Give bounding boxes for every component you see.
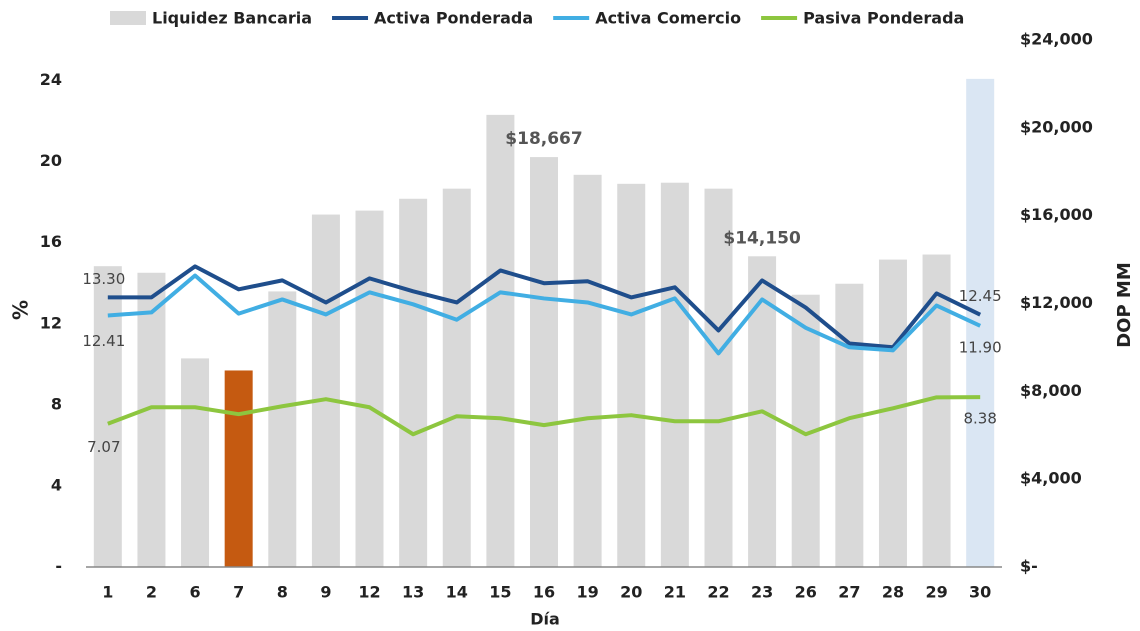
x-tick-label: 16 [533, 583, 555, 602]
bar [224, 370, 253, 567]
y2-tick-label: $24,000 [1020, 30, 1093, 49]
x-tick-label: 19 [576, 583, 598, 602]
x-tick-label: 2 [146, 583, 157, 602]
bar [268, 291, 297, 567]
x-tick-label: 23 [751, 583, 773, 602]
x-tick-label: 21 [664, 583, 686, 602]
line [107, 395, 981, 437]
bar [181, 358, 210, 567]
bar [530, 157, 558, 567]
bar [878, 259, 907, 567]
bar [922, 254, 951, 568]
bar [355, 210, 384, 567]
bar [660, 182, 689, 567]
x-axis-title: Día [530, 610, 560, 629]
y-tick-label: 8 [51, 394, 62, 413]
legend-label: Activa Comercio [595, 9, 741, 28]
y2-tick-label: $4,000 [1020, 469, 1082, 488]
legend-swatch [110, 11, 146, 25]
bar-data-label: $18,667 [505, 129, 582, 149]
x-tick-label: 30 [969, 583, 991, 602]
x-tick-label: 12 [358, 583, 380, 602]
x-tick-label: 9 [320, 583, 331, 602]
legend-label: Pasiva Ponderada [803, 9, 964, 28]
line-data-label: 13.30 [82, 270, 125, 288]
y2-tick-label: $- [1020, 557, 1038, 576]
bar [835, 283, 864, 567]
y-tick-label: - [55, 557, 62, 576]
line [107, 273, 982, 356]
x-tick-label: 20 [620, 583, 642, 602]
bar [573, 174, 602, 568]
x-tick-label: 13 [402, 583, 424, 602]
line-data-label: 7.07 [87, 438, 120, 456]
bar [704, 188, 733, 568]
y2-tick-label: $20,000 [1020, 117, 1093, 136]
legend-label: Liquidez Bancaria [152, 9, 312, 28]
x-tick-label: 27 [838, 583, 860, 602]
bar [137, 272, 166, 567]
y-tick-label: 24 [40, 70, 62, 89]
line-data-label: 12.45 [959, 287, 1002, 305]
line [107, 264, 982, 350]
bar [486, 114, 515, 567]
legend-label: Activa Ponderada [374, 9, 533, 28]
y2-tick-label: $12,000 [1020, 293, 1093, 312]
y2-tick-label: $8,000 [1020, 381, 1082, 400]
bar-data-label: $14,150 [723, 228, 801, 248]
y-tick-label: 20 [40, 151, 62, 170]
x-tick-label: 8 [277, 583, 288, 602]
x-tick-label: 15 [489, 583, 511, 602]
x-tick-label: 6 [189, 583, 200, 602]
x-tick-label: 14 [446, 583, 468, 602]
bar [399, 198, 428, 568]
y-tick-label: 4 [51, 475, 62, 494]
line-data-label: 11.90 [959, 338, 1002, 356]
x-tick-label: 26 [795, 583, 817, 602]
x-tick-label: 22 [707, 583, 729, 602]
line-data-label: 12.41 [82, 332, 125, 350]
y2-axis-title: DOP MM [1114, 262, 1135, 348]
line-data-label: 8.38 [963, 410, 996, 428]
x-tick-label: 29 [925, 583, 947, 602]
bar [93, 266, 122, 567]
y-tick-label: 16 [40, 232, 62, 251]
y2-tick-label: $16,000 [1020, 205, 1093, 224]
y-axis-title: % [9, 300, 33, 320]
x-tick-label: 1 [102, 583, 113, 602]
x-tick-label: 7 [233, 583, 244, 602]
bar [311, 214, 340, 567]
y-tick-label: 12 [40, 313, 62, 332]
bar [617, 183, 646, 567]
bar [442, 188, 471, 568]
x-tick-label: 28 [882, 583, 904, 602]
